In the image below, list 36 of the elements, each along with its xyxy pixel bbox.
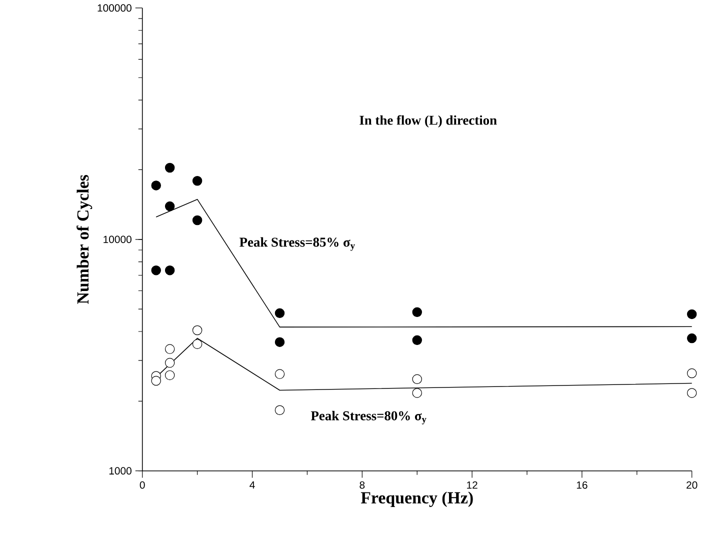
point: [164, 202, 175, 212]
point: [192, 339, 202, 350]
point: [164, 358, 175, 368]
point: [412, 307, 422, 318]
point: [192, 216, 202, 226]
point: [164, 266, 175, 276]
point: [151, 180, 161, 191]
point: [164, 344, 175, 354]
point: [274, 405, 285, 416]
x-tick-label: 20: [686, 482, 698, 489]
point: [412, 336, 422, 346]
y-tick-label: 100000: [98, 4, 132, 12]
y-tick-label: 10000: [104, 236, 132, 244]
point: [412, 388, 422, 398]
y-axis-title: Number of Cycles: [76, 175, 92, 304]
x-tick-label: 12: [467, 482, 478, 489]
line-series: [156, 199, 692, 328]
point: [192, 176, 202, 186]
point: [192, 326, 202, 336]
point: [274, 308, 285, 318]
annotation: In the flow (L) direction: [360, 115, 497, 128]
x-tick-label: 0: [140, 482, 145, 489]
annotation: Peak Stress=85% σ$_{y}$: [240, 238, 355, 251]
point: [412, 374, 422, 384]
y-tick-label: 1000: [109, 467, 132, 475]
x-tick-label: 8: [360, 482, 365, 489]
point: [274, 337, 285, 348]
x-tick-label: 4: [250, 482, 255, 489]
annotation: Peak Stress=80% σ$_{y}$: [310, 411, 426, 425]
x-tick-label: 16: [576, 482, 588, 489]
point: [274, 369, 285, 380]
point: [164, 163, 175, 173]
point: [151, 376, 161, 386]
point: [164, 370, 175, 380]
point: [151, 266, 161, 276]
x-axis-title: Frequency (Hz): [360, 492, 473, 508]
